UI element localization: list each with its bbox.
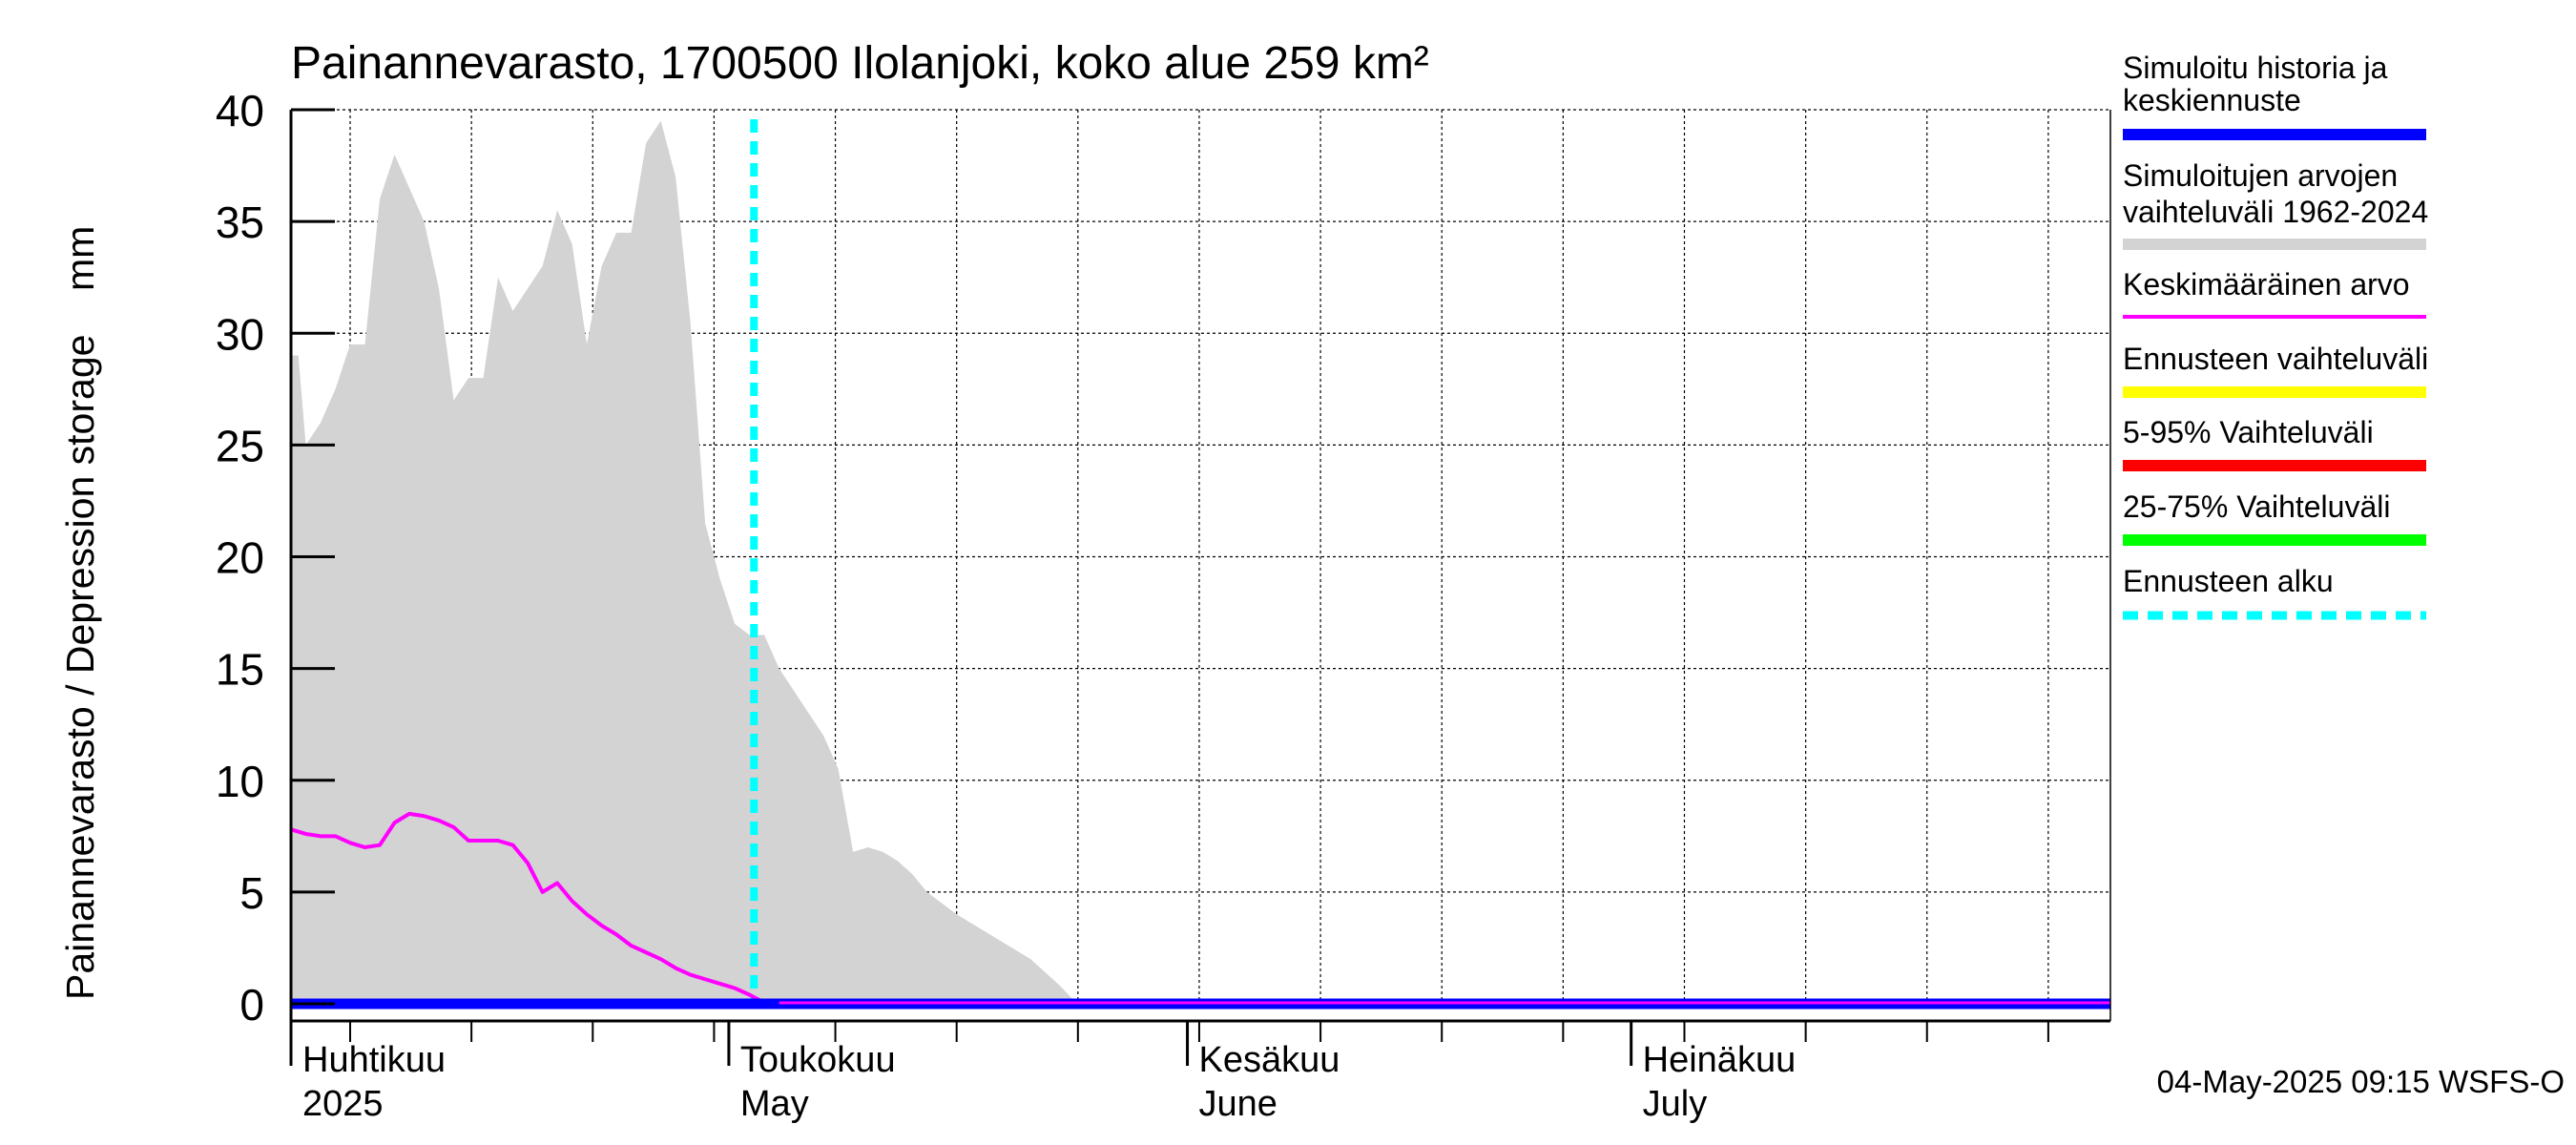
x-month-label: Kesäkuu (1199, 1040, 1340, 1080)
y-tick-label: 0 (239, 980, 264, 1030)
x-month-sublabel: June (1199, 1084, 1278, 1124)
legend-label: Simuloitujen arvojen (2123, 158, 2398, 193)
chart-title: Painannevarasto, 1700500 Ilolanjoki, kok… (291, 38, 1429, 89)
legend-label: 5-95% Vaihteluväli (2123, 415, 2374, 449)
plot-area (290, 119, 2110, 1010)
y-tick-label: 40 (216, 86, 264, 135)
x-month-label: Huhtikuu (302, 1040, 446, 1080)
x-month-label: Heinäkuu (1643, 1040, 1797, 1080)
y-tick-label: 35 (216, 198, 264, 247)
y-tick-label: 20 (216, 533, 264, 583)
legend-label: Ennusteen alku (2123, 564, 2334, 598)
legend-item: 25-75% Vaihteluväli (2123, 489, 2426, 546)
timestamp-footer: 04-May-2025 09:15 WSFS-O (2157, 1064, 2565, 1099)
y-tick-label: 10 (216, 757, 264, 806)
legend-label: 25-75% Vaihteluväli (2123, 489, 2390, 524)
legend-label: Keskimääräinen arvo (2123, 267, 2410, 302)
grid (291, 109, 2110, 1005)
legend-label: keskiennuste (2123, 83, 2301, 117)
legend-item: Keskimääräinen arvo (2123, 267, 2426, 319)
y-tick-label: 15 (216, 645, 264, 695)
legend-item: 5-95% Vaihteluväli (2123, 415, 2426, 471)
mean-value-line (290, 811, 2110, 1006)
axes: 0510152025303540Huhtikuu2025ToukokuuMayK… (216, 86, 2111, 1124)
y-tick-label: 25 (216, 421, 264, 470)
range-band-area (291, 120, 2110, 1004)
legend-item: Ennusteen alku (2123, 564, 2426, 620)
x-month-label: Toukokuu (740, 1040, 896, 1080)
y-axis-label: Painannevarasto / Depression storage mm (58, 226, 102, 1000)
legend-label: Ennusteen vaihteluväli (2123, 342, 2428, 376)
legend: Simuloitu historia jakeskiennusteSimuloi… (2123, 51, 2428, 620)
y-tick-label: 5 (239, 868, 264, 918)
x-month-sublabel: May (740, 1084, 809, 1124)
x-month-sublabel: July (1643, 1084, 1708, 1124)
y-tick-label: 30 (216, 309, 264, 359)
legend-label: Simuloitu historia ja (2123, 51, 2388, 85)
legend-label: vaihteluväli 1962-2024 (2123, 195, 2428, 229)
x-month-sublabel: 2025 (302, 1084, 384, 1124)
legend-item: Ennusteen vaihteluväli (2123, 342, 2428, 398)
